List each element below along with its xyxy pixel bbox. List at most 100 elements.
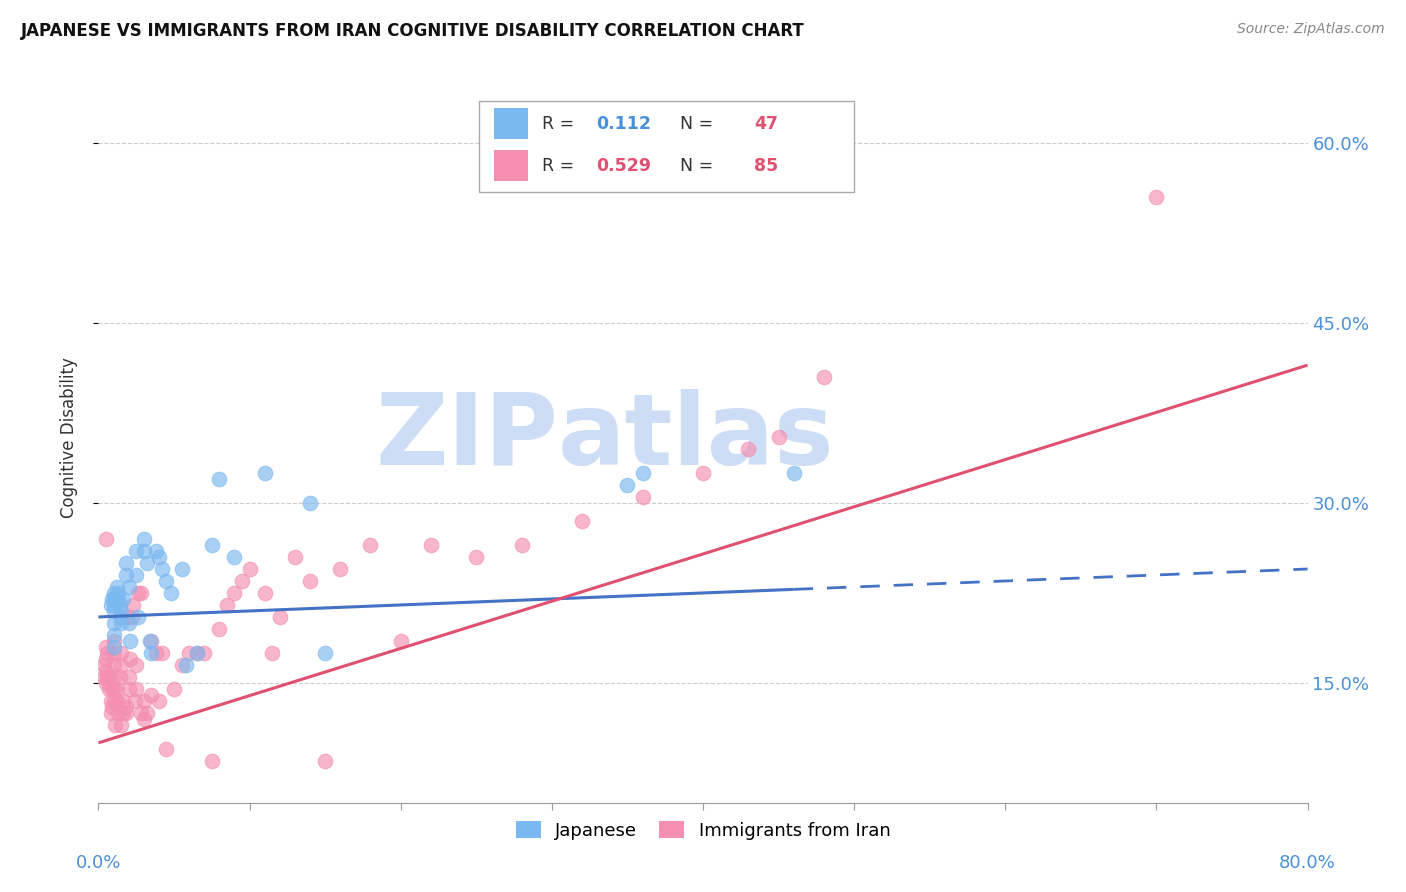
Point xyxy=(692,466,714,480)
Point xyxy=(105,694,128,708)
Point xyxy=(103,604,125,618)
Text: ZIP: ZIP xyxy=(375,389,558,485)
Point xyxy=(170,657,193,672)
Point xyxy=(141,646,163,660)
Point xyxy=(110,657,132,672)
Point xyxy=(155,574,177,588)
Point xyxy=(125,681,148,696)
Point xyxy=(118,580,141,594)
Text: atlas: atlas xyxy=(558,389,835,485)
Point xyxy=(103,646,125,660)
Point xyxy=(148,694,170,708)
Point xyxy=(127,586,149,600)
Point xyxy=(111,694,134,708)
Point xyxy=(96,670,118,684)
Point xyxy=(813,370,835,384)
Point xyxy=(179,646,201,660)
Point xyxy=(631,466,654,480)
Point xyxy=(100,706,122,720)
Point xyxy=(299,574,322,588)
Point xyxy=(104,718,127,732)
Point xyxy=(360,538,382,552)
Point xyxy=(163,681,186,696)
Point xyxy=(110,604,132,618)
Point xyxy=(1144,190,1167,204)
Point xyxy=(114,568,136,582)
Point xyxy=(465,549,488,564)
Point xyxy=(110,646,132,660)
Point xyxy=(224,586,246,600)
Point xyxy=(103,591,125,606)
Point xyxy=(389,634,412,648)
Point xyxy=(94,652,117,666)
Point xyxy=(150,646,173,660)
Point xyxy=(239,562,262,576)
Text: 0.529: 0.529 xyxy=(596,157,651,175)
Point xyxy=(122,598,145,612)
Point xyxy=(201,754,224,768)
Point xyxy=(284,549,307,564)
Point xyxy=(170,562,193,576)
Point xyxy=(114,699,136,714)
Point xyxy=(125,544,148,558)
Point xyxy=(118,615,141,630)
Point xyxy=(215,598,238,612)
Point xyxy=(100,598,122,612)
Point xyxy=(118,681,141,696)
Point xyxy=(103,640,125,654)
Point xyxy=(94,532,117,546)
Point xyxy=(111,591,134,606)
Point xyxy=(262,646,284,660)
FancyBboxPatch shape xyxy=(494,108,527,139)
Text: 80.0%: 80.0% xyxy=(1279,854,1336,872)
Point xyxy=(631,490,654,504)
Point xyxy=(105,580,128,594)
Point xyxy=(125,657,148,672)
Point xyxy=(103,681,125,696)
Text: R =: R = xyxy=(543,157,579,175)
Point xyxy=(129,706,152,720)
Point xyxy=(103,628,125,642)
Point xyxy=(420,538,443,552)
Point xyxy=(150,562,173,576)
Text: 47: 47 xyxy=(754,115,778,133)
Point xyxy=(103,694,125,708)
Point xyxy=(107,591,129,606)
Point xyxy=(98,670,121,684)
Legend: Japanese, Immigrants from Iran: Japanese, Immigrants from Iran xyxy=(506,812,900,848)
Text: Source: ZipAtlas.com: Source: ZipAtlas.com xyxy=(1237,22,1385,37)
Point xyxy=(135,706,157,720)
Point xyxy=(103,586,125,600)
Point xyxy=(110,718,132,732)
Point xyxy=(132,532,155,546)
Point xyxy=(141,688,163,702)
Point xyxy=(105,681,128,696)
Point xyxy=(107,586,129,600)
Point xyxy=(208,622,231,636)
Point xyxy=(186,646,208,660)
Point xyxy=(103,598,125,612)
Text: N =: N = xyxy=(669,115,718,133)
FancyBboxPatch shape xyxy=(479,101,855,192)
Point xyxy=(299,496,322,510)
Point xyxy=(121,610,143,624)
Point xyxy=(155,742,177,756)
Point xyxy=(103,615,125,630)
Point xyxy=(94,664,117,678)
Point xyxy=(208,472,231,486)
Point xyxy=(96,646,118,660)
Point xyxy=(124,694,146,708)
Point xyxy=(201,538,224,552)
Point xyxy=(103,670,125,684)
Point xyxy=(193,646,215,660)
Point xyxy=(94,640,117,654)
Text: 85: 85 xyxy=(754,157,778,175)
Text: 0.0%: 0.0% xyxy=(76,854,121,872)
Point xyxy=(108,598,131,612)
Point xyxy=(114,556,136,570)
Point xyxy=(101,591,124,606)
Text: JAPANESE VS IMMIGRANTS FROM IRAN COGNITIVE DISABILITY CORRELATION CHART: JAPANESE VS IMMIGRANTS FROM IRAN COGNITI… xyxy=(21,22,804,40)
Point xyxy=(132,694,155,708)
Point xyxy=(132,544,155,558)
Point xyxy=(141,634,163,648)
